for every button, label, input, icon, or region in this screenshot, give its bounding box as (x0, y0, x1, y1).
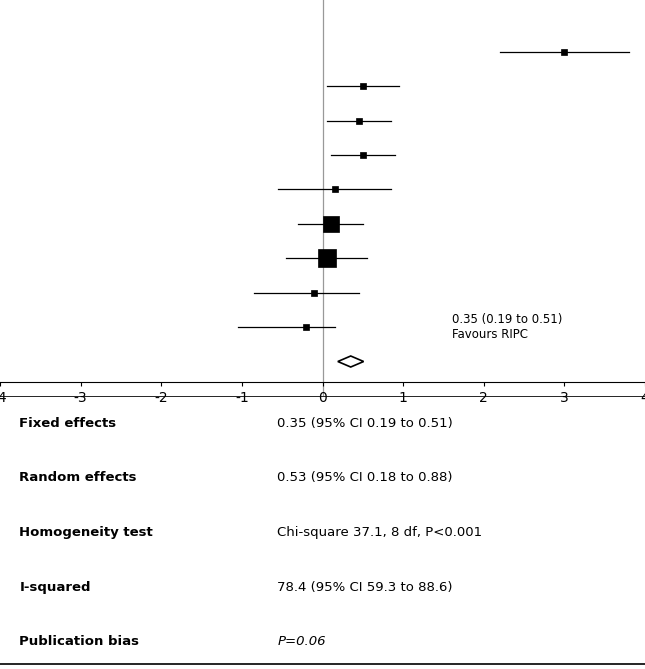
Text: Publication bias: Publication bias (19, 635, 139, 648)
Text: Homogeneity test: Homogeneity test (19, 526, 153, 539)
Text: Fixed effects: Fixed effects (19, 417, 117, 429)
Text: 0.35 (95% CI 0.19 to 0.51): 0.35 (95% CI 0.19 to 0.51) (277, 417, 453, 429)
Text: Random effects: Random effects (19, 472, 137, 484)
Polygon shape (338, 356, 364, 367)
Text: P=0.06: P=0.06 (277, 635, 326, 648)
Text: I-squared: I-squared (19, 581, 91, 593)
Text: 0.53 (95% CI 0.18 to 0.88): 0.53 (95% CI 0.18 to 0.88) (277, 472, 453, 484)
Text: 0.35 (0.19 to 0.51)
Favours RIPC: 0.35 (0.19 to 0.51) Favours RIPC (451, 313, 562, 341)
Text: Chi-square 37.1, 8 df, P<0.001: Chi-square 37.1, 8 df, P<0.001 (277, 526, 482, 539)
Text: 78.4 (95% CI 59.3 to 88.6): 78.4 (95% CI 59.3 to 88.6) (277, 581, 453, 593)
